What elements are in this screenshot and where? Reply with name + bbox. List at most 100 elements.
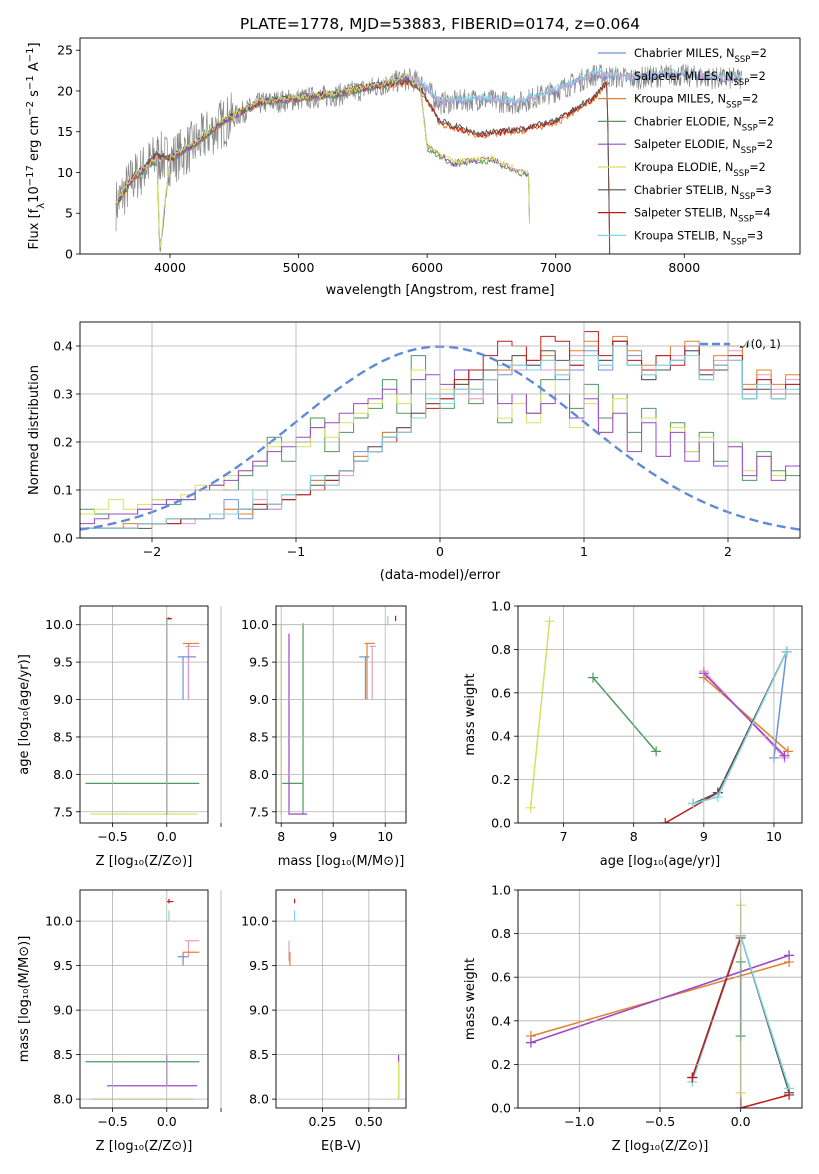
mass-vs-ebv-frame — [275, 889, 407, 1109]
weight-vs-z-xtick-label: −1.0 — [564, 1114, 594, 1129]
age-vs-mass-xtick-label: 8 — [277, 829, 285, 844]
weight-vs-age-line-chabrier-miles — [773, 651, 788, 758]
mass-vs-ebv-plot-area — [288, 898, 400, 1100]
weight-vs-age-ytick-label: 0.8 — [491, 642, 511, 657]
mass-vs-z-ytick-label: 9.0 — [53, 1003, 73, 1018]
mass-vs-z-frame — [79, 889, 209, 1109]
weight-vs-age-xtick-label: 8 — [630, 829, 638, 844]
legend-label-salpeter-stelib: Salpeter STELIB, NSSP=4 — [634, 207, 771, 225]
residual-ytick-label: 0.3 — [53, 387, 73, 402]
age-vs-z-ytick-label: 9.5 — [53, 655, 73, 670]
weight-vs-age-ylabel: mass weight — [463, 673, 478, 755]
spectrum-xtick-label: 7000 — [540, 260, 572, 275]
spectrum-axes-plot-area — [115, 64, 743, 254]
age-vs-z-ytick-label: 10.0 — [45, 617, 73, 632]
legend-label-salpeter-elodie: Salpeter ELODIE, NSSP=2 — [634, 138, 773, 156]
mass-vs-ebv-xlabel: E(B-V) — [321, 1139, 361, 1154]
weight-vs-z: −1.0 −0.5 0.0 0.0 0.2 0.4 0.6 0.8 1.0 Z [log₁₀(Z/… — [463, 883, 803, 1154]
weight-vs-age-line-chabrier-elodie — [592, 677, 657, 752]
spectrum-ytick-label: 15 — [57, 124, 73, 139]
residual-xtick-label: −1 — [287, 544, 305, 559]
weight-vs-z-ytick-label: 0.4 — [491, 1013, 511, 1028]
spectrum-xtick-label: 5000 — [283, 260, 315, 275]
weight-vs-age-marker-kroupa-stelib — [781, 646, 792, 657]
weight-vs-age-ytick-label: 1.0 — [491, 599, 511, 614]
mass-vs-ebv: 0.25 0.50 8.0 8.5 9.0 9.5 10.0 E(B-V) — [241, 889, 407, 1154]
age-vs-z-xtick-label: −0.5 — [97, 829, 127, 844]
age-vs-mass-ytick-label: 8.5 — [249, 729, 269, 744]
weight-vs-age-marker-kroupa-stelib — [712, 791, 723, 802]
residual-xlabel: (data-model)/error — [380, 568, 501, 583]
mass-vs-ebv-ytick-label: 9.5 — [249, 958, 269, 973]
age-vs-mass-xtick-label: 9 — [329, 829, 337, 844]
weight-vs-z-marker-salpeter-elodie — [784, 950, 795, 961]
age-vs-z-xlabel: Z [log₁₀(Z/Z⊙)] — [96, 854, 193, 869]
weight-vs-z-frame — [517, 889, 803, 1109]
residual-xtick-label: −2 — [143, 544, 161, 559]
age-vs-mass-ytick-label: 9.5 — [249, 655, 269, 670]
weight-vs-age-line-salpeter-stelib — [664, 651, 788, 823]
spectrum-ytick-label: 10 — [57, 165, 73, 180]
weight-vs-age-marker-kroupa-elodie — [544, 616, 555, 627]
weight-vs-z-xtick-label: −0.5 — [645, 1114, 675, 1129]
weight-vs-z-xtick-label: 0.0 — [731, 1114, 751, 1129]
spectrum-ytick-label: 25 — [57, 43, 73, 58]
mass-vs-ebv-ytick-label: 8.5 — [249, 1047, 269, 1062]
spectrum-xlabel: wavelength [Angstrom, rest frame] — [326, 283, 555, 298]
age-vs-z: −0.5 0.0 7.5 8.0 8.5 9.0 9.5 10.0 Z [log₁₀(Z/Z⊙)… — [17, 605, 222, 869]
gaussian-legend-label: 𝒩(0, 1) — [740, 338, 781, 351]
spectrum-ytick-label: 0 — [65, 247, 73, 262]
residual-ytick-label: 0.0 — [53, 531, 73, 546]
weight-vs-age-ytick-label: 0.2 — [491, 772, 511, 787]
residual-axes: −2 −1 0 1 2 0.0 0.1 0.2 0.3 0.4 𝒩(0, 1) (data-model… — [27, 321, 801, 583]
weight-vs-z-ytick-label: 0.0 — [491, 1101, 511, 1116]
legend-label-kroupa-miles: Kroupa MILES, NSSP=2 — [634, 93, 758, 111]
spectrum-ytick-label: 5 — [65, 206, 73, 221]
weight-vs-age-ytick-label: 0.4 — [491, 729, 511, 744]
legend-label-kroupa-elodie: Kroupa ELODIE, NSSP=2 — [634, 161, 766, 179]
residual-ytick-label: 0.4 — [53, 339, 73, 354]
figure-title: PLATE=1778, MJD=53883, FIBERID=0174, z=0… — [240, 15, 640, 33]
residual-xtick-label: 0 — [436, 544, 444, 559]
age-vs-z-xtick-label: 0.0 — [157, 829, 177, 844]
age-vs-mass-xlabel: mass [log₁₀(M/M⊙)] — [278, 854, 405, 869]
age-vs-z-ytick-label: 8.5 — [53, 729, 73, 744]
spectrum-xtick-label: 4000 — [154, 260, 186, 275]
residual-axes-frame — [79, 321, 801, 539]
mass-vs-z-xtick-label: 0.0 — [157, 1114, 177, 1129]
model-chabrier-elodie — [115, 76, 530, 252]
weight-vs-age: 7 8 9 10 0.0 0.2 0.4 0.6 0.8 1.0 age [log₁₀(age/yr… — [463, 599, 803, 869]
mass-vs-z-xlabel: Z [log₁₀(Z/Z⊙)] — [96, 1139, 193, 1154]
weight-vs-age-xtick-label: 10 — [766, 829, 782, 844]
mass-vs-z-ytick-label: 8.0 — [53, 1092, 73, 1107]
spectrum-xtick-label: 8000 — [668, 260, 700, 275]
mass-vs-z-xtick-label: −0.5 — [97, 1114, 127, 1129]
mass-vs-z-ytick-label: 10.0 — [45, 914, 73, 929]
mass-vs-z-plot-area — [85, 898, 200, 1100]
age-vs-z-ylabel: age [log₁₀(age/yr)] — [17, 654, 32, 775]
weight-vs-age-xlabel: age [log₁₀(age/yr)] — [600, 854, 721, 869]
legend-label-chabrier-elodie: Chabrier ELODIE, NSSP=2 — [634, 115, 774, 133]
weight-vs-age-ytick-label: 0.6 — [491, 685, 511, 700]
age-vs-z-ytick-label: 9.0 — [53, 692, 73, 707]
hist-salpeter-elodie — [80, 369, 800, 525]
age-vs-mass-ytick-label: 8.0 — [249, 767, 269, 782]
weight-vs-age-line-kroupa-elodie — [529, 621, 551, 808]
legend-label-salpeter-miles: Salpeter MILES, NSSP=2 — [634, 70, 766, 88]
hist-kroupa-stelib — [80, 345, 800, 529]
spectrum-ytick-label: 20 — [57, 83, 73, 98]
mass-vs-ebv-xtick-label: 0.25 — [309, 1114, 337, 1129]
spectrum-axes: 4000 5000 6000 7000 8000 0 5 10 15 20 25 wavelength… — [25, 37, 801, 298]
mass-vs-z-ytick-label: 9.5 — [53, 958, 73, 973]
model-kroupa-elodie — [115, 73, 530, 248]
mass-vs-ebv-xtick-label: 0.50 — [355, 1114, 383, 1129]
weight-vs-age-frame — [517, 605, 803, 824]
residual-ylabel: Normed distribution — [27, 365, 42, 495]
legend-label-kroupa-stelib: Kroupa STELIB, NSSP=3 — [634, 229, 763, 247]
residual-xtick-label: 2 — [724, 544, 732, 559]
age-vs-mass-plot-area — [280, 615, 397, 815]
age-vs-z-frame — [79, 605, 209, 824]
weight-vs-age-marker-kroupa-elodie — [525, 802, 536, 813]
weight-vs-age-ytick-label: 0.0 — [491, 816, 511, 831]
